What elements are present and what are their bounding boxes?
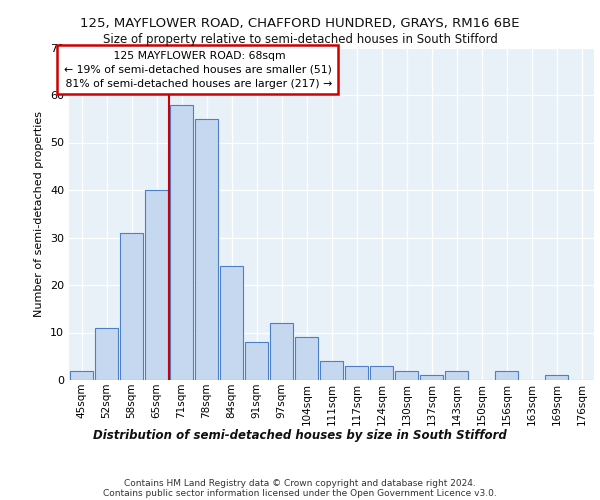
Bar bbox=[370, 366, 394, 380]
Bar bbox=[95, 328, 118, 380]
Bar bbox=[395, 370, 418, 380]
Text: Contains public sector information licensed under the Open Government Licence v3: Contains public sector information licen… bbox=[103, 488, 497, 498]
Bar bbox=[220, 266, 244, 380]
Y-axis label: Number of semi-detached properties: Number of semi-detached properties bbox=[34, 111, 44, 317]
Bar bbox=[269, 323, 293, 380]
Text: Contains HM Land Registry data © Crown copyright and database right 2024.: Contains HM Land Registry data © Crown c… bbox=[124, 478, 476, 488]
Bar bbox=[119, 233, 143, 380]
Bar bbox=[170, 104, 193, 380]
Text: 125 MAYFLOWER ROAD: 68sqm
← 19% of semi-detached houses are smaller (51)
 81% of: 125 MAYFLOWER ROAD: 68sqm ← 19% of semi-… bbox=[62, 51, 333, 89]
Bar bbox=[320, 361, 343, 380]
Bar bbox=[295, 337, 319, 380]
Bar bbox=[344, 366, 368, 380]
Bar bbox=[445, 370, 469, 380]
Bar bbox=[419, 375, 443, 380]
Text: 125, MAYFLOWER ROAD, CHAFFORD HUNDRED, GRAYS, RM16 6BE: 125, MAYFLOWER ROAD, CHAFFORD HUNDRED, G… bbox=[80, 18, 520, 30]
Bar bbox=[70, 370, 94, 380]
Bar bbox=[245, 342, 268, 380]
Bar bbox=[145, 190, 169, 380]
Bar bbox=[545, 375, 568, 380]
Text: Size of property relative to semi-detached houses in South Stifford: Size of property relative to semi-detach… bbox=[103, 32, 497, 46]
Text: Distribution of semi-detached houses by size in South Stifford: Distribution of semi-detached houses by … bbox=[93, 430, 507, 442]
Bar bbox=[194, 118, 218, 380]
Bar bbox=[494, 370, 518, 380]
